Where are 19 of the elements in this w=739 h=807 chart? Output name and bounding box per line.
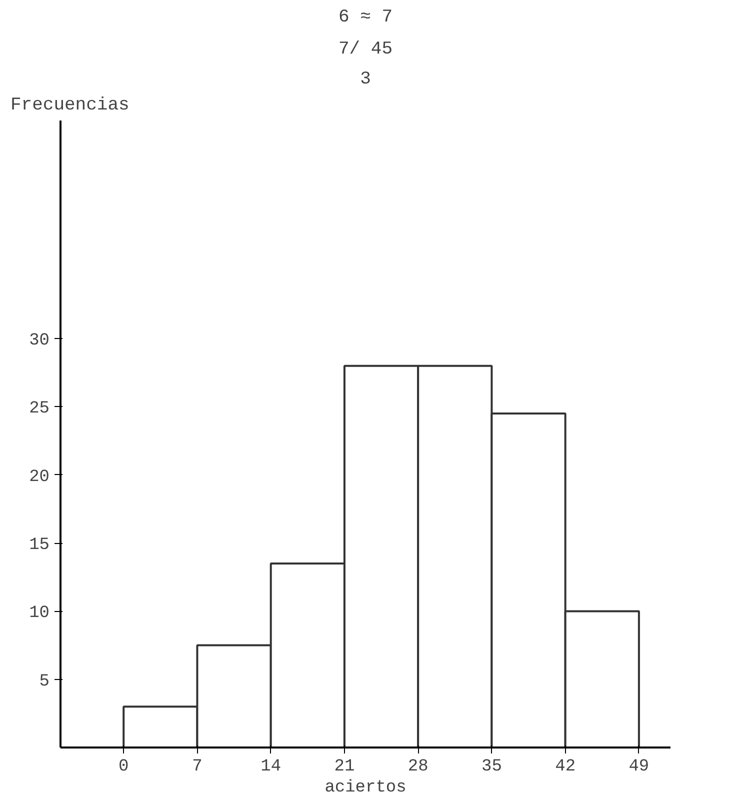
y-tick-label: 25	[29, 400, 50, 419]
x-tick-label: 0	[118, 758, 129, 776]
y-tick-label: 5	[39, 672, 50, 692]
x-tick-label: 28	[408, 758, 428, 776]
x-tick-label: 14	[260, 758, 282, 776]
y-tick-label: 20	[29, 468, 50, 487]
x-tick-label: 35	[482, 758, 502, 776]
x-tick-label: 7	[192, 758, 202, 776]
text: 6 ≈ 7	[338, 8, 393, 28]
x-tick-label: 49	[628, 758, 650, 776]
text: 3	[360, 70, 371, 90]
x-axis-title: aciertos	[324, 778, 406, 798]
y-tick-label: 15	[29, 536, 50, 556]
text: 7/ 45	[338, 40, 393, 60]
x-tick-label: 42	[555, 758, 576, 776]
y-axis-title: Frecuencias	[10, 96, 130, 116]
x-tick-label: 21	[334, 758, 355, 776]
y-tick-label: 30	[29, 332, 50, 351]
y-tick-label: 10	[29, 604, 50, 624]
